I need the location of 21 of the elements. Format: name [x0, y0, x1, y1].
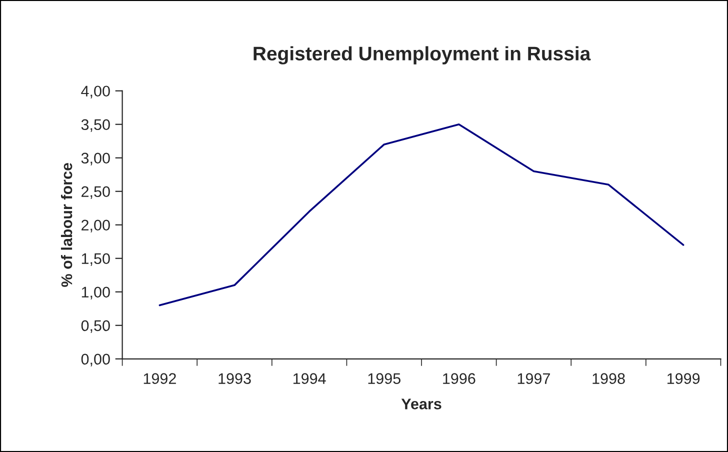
x-tick-label: 1994 [293, 373, 326, 384]
x-tick-label: 1997 [518, 373, 550, 384]
x-tick-label: 1993 [218, 373, 251, 384]
y-axis-title: % of labour force [60, 162, 72, 287]
y-tick-label: 0,50 [81, 320, 110, 333]
x-tick-label: 1995 [368, 373, 400, 384]
chart-title: Registered Unemployment in Russia [254, 46, 591, 64]
x-axis-title: Years [401, 398, 442, 410]
y-tick-label: 2,50 [82, 186, 110, 199]
y-tick-label: 0,00 [81, 354, 110, 366]
line-series [158, 123, 684, 306]
y-tick-label: 1,00 [82, 286, 110, 300]
y-tick-label: 3,50 [81, 119, 110, 132]
y-tick-label: 2,00 [82, 220, 110, 232]
x-tick-label: 1999 [667, 373, 700, 384]
y-tick-label: 3,00 [81, 152, 110, 166]
x-tick-label: 1998 [592, 373, 625, 384]
y-tick-label: 1,50 [82, 253, 110, 266]
y-tick-label: 4,00 [81, 86, 110, 98]
x-tick-label: 1992 [144, 373, 176, 384]
x-tick-label: 1996 [443, 373, 476, 384]
